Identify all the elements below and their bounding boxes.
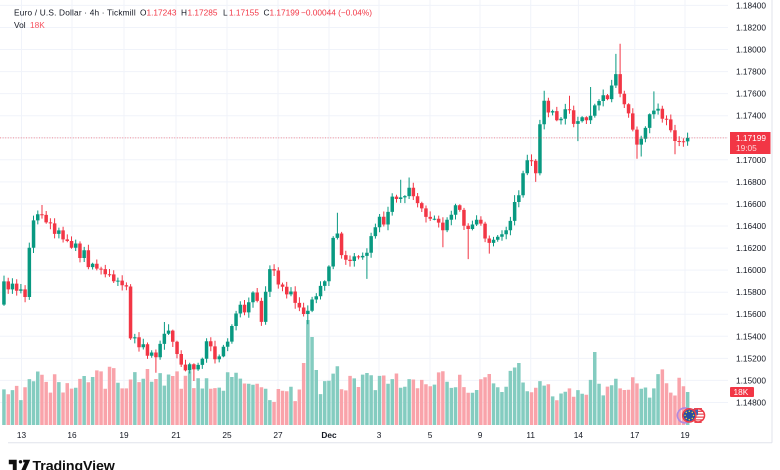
svg-text:19: 19: [680, 430, 690, 440]
svg-text:1.14800: 1.14800: [736, 398, 766, 408]
svg-text:19:05: 19:05: [736, 143, 757, 153]
svg-text:1.15400: 1.15400: [736, 331, 766, 341]
svg-text:TradingView: TradingView: [33, 458, 116, 470]
svg-text:−0.00044 (−0.04%): −0.00044 (−0.04%): [301, 7, 372, 17]
svg-text:1.17000: 1.17000: [736, 155, 766, 165]
svg-text:1.17199: 1.17199: [270, 7, 300, 17]
svg-text:1.17199: 1.17199: [736, 133, 766, 143]
svg-text:27: 27: [273, 430, 283, 440]
svg-text:1.17243: 1.17243: [147, 7, 177, 17]
svg-text:13: 13: [17, 430, 27, 440]
svg-text:L: L: [223, 7, 228, 17]
svg-text:1.17600: 1.17600: [736, 89, 766, 99]
svg-text:3: 3: [377, 430, 382, 440]
svg-text:25: 25: [222, 430, 232, 440]
svg-text:1.17285: 1.17285: [188, 7, 218, 17]
svg-text:14: 14: [574, 430, 584, 440]
svg-text:19: 19: [119, 430, 129, 440]
svg-text:Dec: Dec: [321, 430, 337, 440]
svg-text:1.16000: 1.16000: [736, 265, 766, 275]
svg-text:18K: 18K: [734, 387, 749, 397]
svg-text:1.16400: 1.16400: [736, 221, 766, 231]
svg-text:9: 9: [478, 430, 483, 440]
svg-text:21: 21: [171, 430, 181, 440]
svg-text:Euro / U.S. Dollar · 4h · Tick: Euro / U.S. Dollar · 4h · Tickmill: [14, 7, 136, 17]
svg-text:C: C: [264, 7, 270, 17]
svg-text:17: 17: [630, 430, 640, 440]
svg-text:1.17800: 1.17800: [736, 67, 766, 77]
svg-text:1.16800: 1.16800: [736, 177, 766, 187]
svg-text:1.18400: 1.18400: [736, 0, 766, 10]
svg-text:1.15600: 1.15600: [736, 309, 766, 319]
svg-text:1.16600: 1.16600: [736, 199, 766, 209]
svg-text:1.18200: 1.18200: [736, 23, 766, 33]
svg-text:16: 16: [67, 430, 77, 440]
svg-text:O: O: [140, 7, 147, 17]
svg-text:H: H: [181, 7, 187, 17]
svg-text:1.15200: 1.15200: [736, 353, 766, 363]
svg-text:1.15000: 1.15000: [736, 375, 766, 385]
svg-text:1.18000: 1.18000: [736, 45, 766, 55]
svg-text:1.17400: 1.17400: [736, 111, 766, 121]
svg-text:11: 11: [526, 430, 535, 440]
svg-text:1.15800: 1.15800: [736, 287, 766, 297]
svg-text:5: 5: [428, 430, 433, 440]
svg-text:1.17155: 1.17155: [229, 7, 259, 17]
svg-text:18K: 18K: [30, 20, 45, 30]
svg-text:Vol: Vol: [14, 20, 26, 30]
svg-text:1.16200: 1.16200: [736, 243, 766, 253]
